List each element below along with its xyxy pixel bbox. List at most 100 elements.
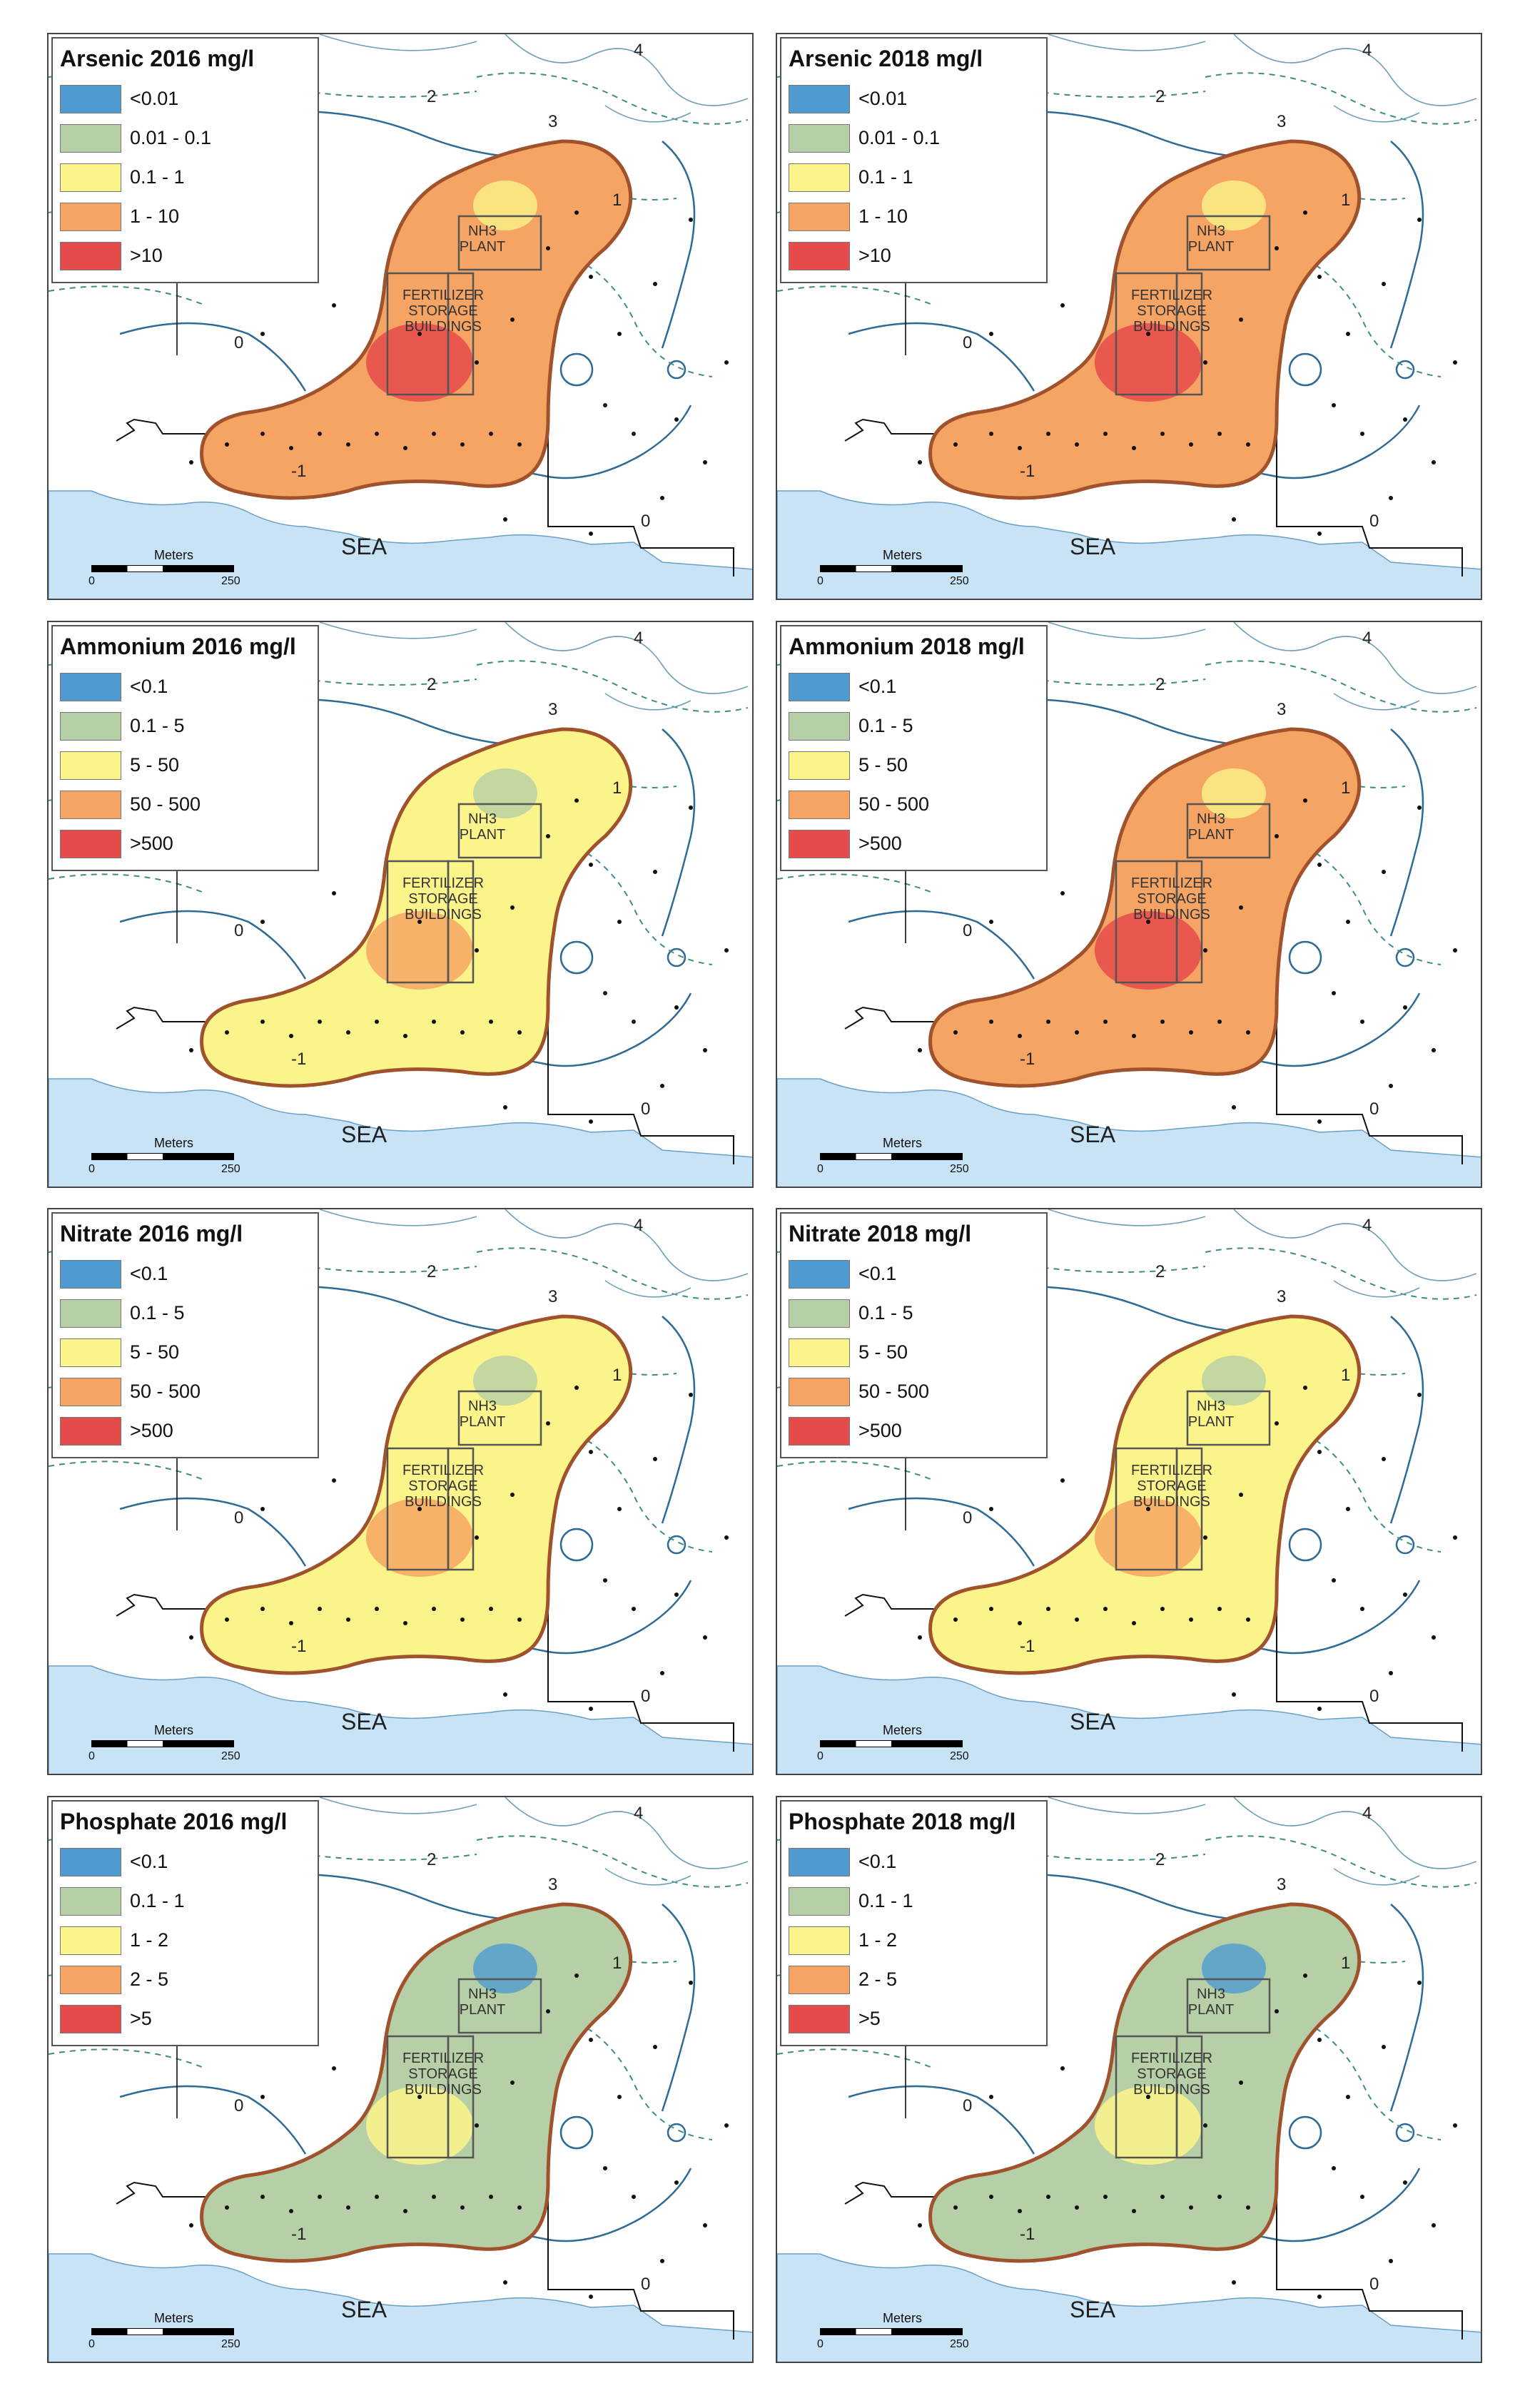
legend-swatch (789, 711, 850, 741)
contour-label: 1 (612, 1954, 622, 1973)
legend-swatch (60, 751, 121, 780)
sea-label: SEA (341, 1709, 387, 1734)
plume-area (200, 727, 633, 1088)
legend: Arsenic 2016 mg/l <0.01 0.01 - 0.1 0.1 -… (51, 37, 319, 283)
map-panel-4: 2 3 4 0 1 -1 0 NH3 PLANT FERTILIZER STOR… (776, 621, 1482, 1188)
legend-label: <0.1 (130, 676, 168, 697)
plume-area (928, 1314, 1362, 1675)
map-panel-3: 2 3 4 0 1 -1 0 NH3 PLANT FERTILIZER STOR… (47, 621, 754, 1188)
map-panel-6: 2 3 4 0 1 -1 0 NH3 PLANT FERTILIZER STOR… (776, 1208, 1482, 1775)
contour-label: 1 (1341, 1366, 1350, 1385)
contour-label: 3 (1277, 1875, 1286, 1894)
legend-label: 0.1 - 1 (130, 166, 185, 188)
scale-bar: Meters 0 250 (88, 548, 277, 591)
nh3-plant-label: NH3 PLANT (447, 811, 518, 843)
scale-bar-graphic (91, 2328, 234, 2335)
nh3-line-1: NH3 (1196, 811, 1225, 827)
fert-line-3: BUILDINGS (1133, 319, 1210, 335)
legend-label: 0.01 - 0.1 (130, 127, 212, 148)
scale-bar-graphic (820, 2328, 963, 2335)
legend-swatch (60, 1926, 121, 1955)
fert-line-2: STORAGE (408, 1478, 478, 1494)
fert-line-2: STORAGE (408, 2066, 478, 2082)
legend-swatch (789, 790, 850, 819)
contour-label: 0 (1369, 1099, 1379, 1119)
nh3-line-1: NH3 (467, 1986, 497, 2002)
contour-label: 0 (641, 512, 650, 531)
fert-line-1: FERTILIZER (1130, 2051, 1213, 2066)
fert-line-3: BUILDINGS (405, 1494, 482, 1510)
legend-label: 5 - 50 (130, 1341, 180, 1363)
nh3-line-2: PLANT (1187, 239, 1235, 255)
legend-label: >5 (858, 2008, 881, 2029)
legend-swatch (60, 711, 121, 741)
legend-label: <0.1 (858, 1851, 897, 1872)
contour-label: 3 (548, 700, 557, 719)
fertilizer-storage-label: FERTILIZER STORAGE BUILDINGS (390, 875, 497, 923)
legend-row: <0.01 (789, 79, 1039, 118)
fert-line-1: FERTILIZER (1130, 875, 1213, 891)
legend-label: 0.1 - 1 (858, 1890, 913, 1911)
nh3-line-2: PLANT (1187, 827, 1235, 843)
legend-row: >5 (789, 1999, 1039, 2038)
scale-zero: 0 (817, 575, 824, 587)
contour-label: 0 (963, 2096, 972, 2115)
legend-title: Nitrate 2018 mg/l (789, 1221, 972, 1246)
legend-row: 5 - 50 (789, 746, 1039, 785)
legend-row: 0.1 - 5 (789, 1294, 1039, 1333)
legend: Phosphate 2016 mg/l <0.1 0.1 - 1 1 - 2 2… (51, 1800, 319, 2046)
legend-label: >500 (858, 1420, 902, 1441)
contour-label: 1 (612, 1366, 622, 1385)
nh3-line-2: PLANT (1187, 1414, 1235, 1430)
plume-area (200, 139, 633, 500)
sea-label: SEA (1070, 534, 1116, 559)
legend-row: >500 (60, 824, 310, 863)
contour-label: 3 (548, 1875, 557, 1894)
legend-row: 1 - 10 (789, 197, 1039, 236)
contour-label: 4 (1362, 1216, 1372, 1235)
legend-title: Phosphate 2016 mg/l (60, 1809, 288, 1834)
scale-max: 250 (950, 1163, 969, 1175)
legend-row: >500 (789, 1411, 1039, 1451)
legend-label: 0.1 - 1 (130, 1890, 185, 1911)
legend-label: >5 (130, 2008, 152, 2029)
legend-swatch (789, 829, 850, 858)
plume-area (928, 1902, 1362, 2263)
scale-max: 250 (950, 1750, 969, 1762)
scale-bar-graphic (91, 1153, 234, 1160)
legend-row: 1 - 2 (60, 1921, 310, 1960)
legend: Arsenic 2018 mg/l <0.01 0.01 - 0.1 0.1 -… (780, 37, 1048, 283)
contour-label: 0 (234, 1508, 243, 1528)
legend-label: >500 (858, 833, 902, 854)
scale-max: 250 (950, 575, 969, 587)
scale-zero: 0 (88, 2338, 95, 2350)
contour-label: 1 (1341, 1954, 1350, 1973)
fertilizer-storage-label: FERTILIZER STORAGE BUILDINGS (390, 1463, 497, 1510)
fert-line-2: STORAGE (1137, 2066, 1207, 2082)
legend-row: <0.1 (789, 667, 1039, 706)
scale-bar-graphic (91, 1740, 234, 1747)
contour-label: 1 (1341, 190, 1350, 210)
contour-label: 2 (427, 675, 436, 694)
sea-label: SEA (1070, 2297, 1116, 2322)
contour-label: 4 (1362, 41, 1372, 60)
legend-swatch (60, 84, 121, 113)
scale-title: Meters (883, 1136, 923, 1150)
nh3-plant-label: NH3 PLANT (1175, 1398, 1247, 1430)
scale-title: Meters (154, 1136, 194, 1150)
fert-line-3: BUILDINGS (1133, 907, 1210, 923)
legend-row: 0.1 - 1 (789, 158, 1039, 197)
legend-row: <0.1 (789, 1254, 1039, 1294)
legend-swatch (60, 1416, 121, 1446)
scale-title: Meters (154, 2311, 194, 2325)
scale-title: Meters (154, 1723, 194, 1737)
fert-line-1: FERTILIZER (402, 288, 485, 303)
legend-swatch (60, 790, 121, 819)
fertilizer-storage-label: FERTILIZER STORAGE BUILDINGS (390, 2051, 497, 2098)
contour-label: 0 (234, 333, 243, 352)
contour-label: 0 (641, 1099, 650, 1119)
legend: Phosphate 2018 mg/l <0.1 0.1 - 1 1 - 2 2… (780, 1800, 1048, 2046)
fert-line-1: FERTILIZER (1130, 288, 1213, 303)
contour-label: 3 (1277, 112, 1286, 131)
legend-swatch (60, 241, 121, 270)
